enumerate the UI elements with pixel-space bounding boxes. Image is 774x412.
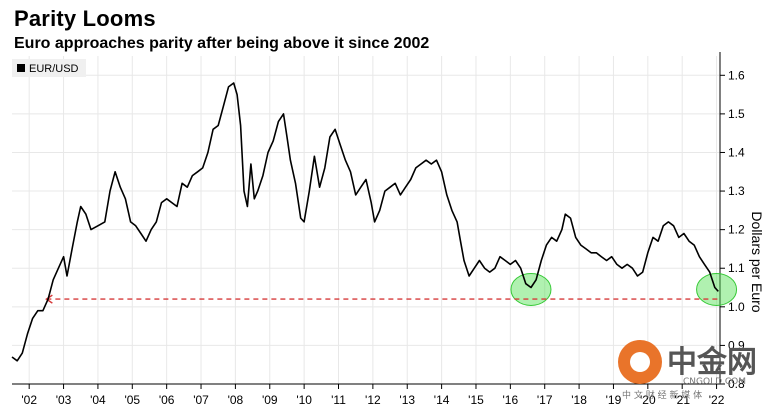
y-tick-label: 1.2	[728, 223, 745, 237]
x-tick-label: '10	[296, 393, 312, 407]
axes: 0.8 0.9 1.0 1.1 1.2 1.3 1.4 1.5 1.6 '02 '03 '04 '05 '…	[12, 52, 745, 407]
x-tick-label: '16	[503, 393, 519, 407]
legend: EUR/USD	[12, 59, 86, 77]
y-tick-label: 1.4	[728, 145, 745, 159]
x-tick-label: '03	[56, 393, 72, 407]
x-tick-label: '20	[640, 393, 656, 407]
x-tick-label: '14	[434, 393, 450, 407]
x-tick-label: '18	[571, 393, 587, 407]
x-tick-label: '12	[365, 393, 381, 407]
highlight-circle	[510, 272, 552, 306]
x-tick-label: '02	[21, 393, 37, 407]
x-tick-label: '22	[709, 393, 725, 407]
watermark-logo-inner-icon	[630, 352, 650, 372]
legend-entry: EUR/USD	[29, 63, 79, 75]
highlight-markers	[510, 272, 738, 306]
parity-arrow-icon	[45, 294, 53, 304]
legend-box	[12, 59, 86, 77]
series-line-eurusd	[11, 82, 719, 362]
chart-subtitle: Euro approaches parity after being above…	[14, 35, 430, 52]
watermark-brand: 中金网	[667, 345, 757, 380]
watermark: 中金网 CNGOLD.COM 中 文 财 经 新 媒 体	[618, 340, 757, 401]
x-tick-label: '05	[124, 393, 140, 407]
parity-reference	[45, 294, 720, 304]
x-tick-label: '17	[537, 393, 553, 407]
y-axis-label: Dollars per Euro	[749, 211, 765, 312]
chart-title: Parity Looms	[14, 6, 156, 31]
y-tick-label: 0.9	[728, 338, 745, 352]
x-tick-label: '09	[262, 393, 278, 407]
series-layer	[11, 82, 719, 362]
y-tick-label: 0.8	[728, 377, 745, 391]
y-tick-label: 1.3	[728, 184, 745, 198]
grid-lines	[12, 56, 720, 385]
y-tick-label: 1.0	[728, 300, 745, 314]
watermark-tagline: 中 文 财 经 新 媒 体	[622, 389, 702, 401]
x-tick-label: '06	[159, 393, 175, 407]
x-tick-label: '07	[193, 393, 209, 407]
x-tick-label: '21	[674, 393, 690, 407]
x-tick-label: '04	[90, 393, 106, 407]
y-tick-label: 1.1	[728, 261, 745, 275]
x-tick-label: '15	[468, 393, 484, 407]
x-tick-label: '19	[606, 393, 622, 407]
x-tick-label: '11	[331, 393, 346, 407]
legend-swatch	[17, 64, 25, 72]
y-tick-label: 1.5	[728, 107, 745, 121]
x-tick-label: '13	[399, 393, 415, 407]
watermark-site: CNGOLD.COM	[683, 377, 746, 387]
y-tick-label: 1.6	[728, 68, 745, 82]
x-tick-label: '08	[228, 393, 244, 407]
